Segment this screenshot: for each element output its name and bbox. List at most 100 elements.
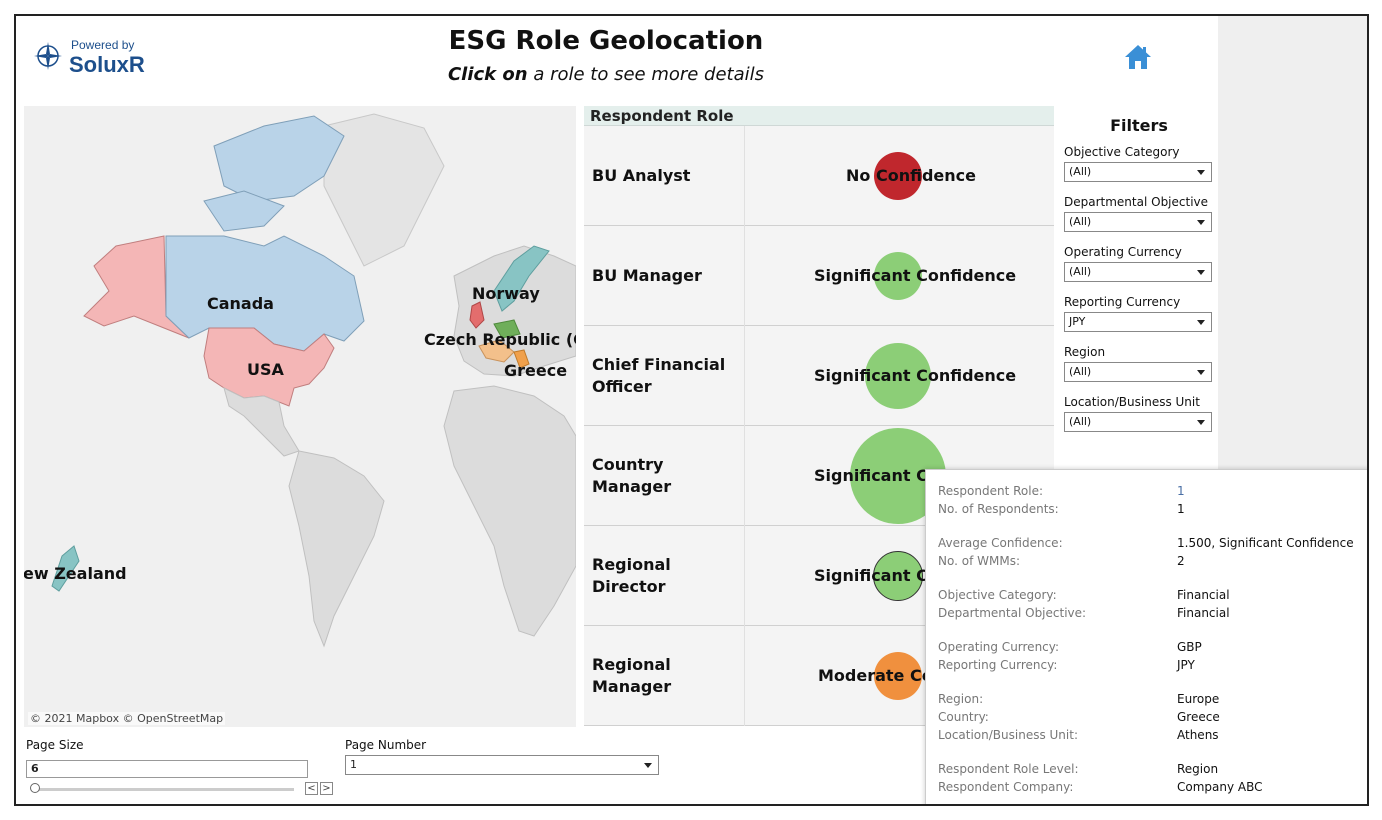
filter-label: Location/Business Unit: [1064, 395, 1200, 409]
home-icon[interactable]: [1123, 42, 1153, 72]
page-size-input[interactable]: 6: [26, 760, 308, 778]
filter-label: Departmental Objective: [1064, 195, 1209, 209]
confidence-bubble[interactable]: [865, 343, 931, 409]
page-size-slider-track[interactable]: [32, 788, 294, 791]
role-row[interactable]: Regional Manager Moderate Con: [584, 626, 1054, 726]
confidence-bubble[interactable]: [874, 652, 922, 700]
chevron-down-icon: [1197, 420, 1205, 425]
page-subtitle: Click on a role to see more details: [406, 64, 806, 85]
tooltip-key: Respondent Role Level:: [938, 762, 1079, 776]
page-number-dropdown[interactable]: 1: [345, 755, 659, 775]
world-map[interactable]: Canada USA Norway Czech Republic (Czec G…: [24, 106, 576, 727]
role-details-tooltip: Respondent Role: 1 No. of Respondents: 1 Ave…: [925, 469, 1367, 804]
chevron-down-icon: [1197, 370, 1205, 375]
confidence-bubble[interactable]: [874, 152, 922, 200]
tooltip-group: Respondent Role: 1 No. of Respondents: 1: [938, 484, 1358, 520]
role-row[interactable]: Chief Financial Officer Significant Confi…: [584, 326, 1054, 426]
column-divider: [744, 326, 745, 426]
europe-shape: [453, 245, 576, 377]
filter-label: Region: [1064, 345, 1106, 359]
usa-shape: [203, 327, 335, 407]
tooltip-key: Location/Business Unit:: [938, 728, 1078, 742]
map-canvas: [24, 106, 576, 727]
filter-value: (All): [1069, 265, 1092, 278]
arctic-islands-shape: [213, 115, 345, 202]
map-attribution[interactable]: © 2021 Mapbox © OpenStreetMap: [28, 712, 226, 725]
tooltip-group: Average Confidence: 1.500, Significant Co…: [938, 536, 1358, 572]
tooltip-body: Respondent Role: 1 No. of Respondents: 1 Ave…: [938, 484, 1358, 798]
filter-dropdown[interactable]: (All): [1064, 212, 1212, 232]
role-row[interactable]: BU Manager Significant Confidence: [584, 226, 1054, 326]
page-size-slider-thumb[interactable]: [30, 783, 40, 793]
confidence-bubble[interactable]: [873, 551, 923, 601]
confidence-label: Moderate Con: [818, 666, 945, 685]
tooltip-value[interactable]: 1: [1177, 484, 1185, 498]
tooltip-key: Respondent Company:: [938, 780, 1074, 794]
subtitle-rest: a role to see more details: [527, 64, 765, 85]
filter-dropdown[interactable]: (All): [1064, 262, 1212, 282]
map-label-norway[interactable]: Norway: [472, 284, 540, 303]
tooltip-group: Operating Currency: GBP Reporting Currency…: [938, 640, 1358, 676]
tooltip-row: Objective Category: Financial: [938, 588, 1358, 606]
tooltip-value: Financial: [1177, 606, 1230, 620]
chevron-down-icon: [1197, 170, 1205, 175]
tooltip-value: 1: [1177, 502, 1185, 516]
filter-value: (All): [1069, 215, 1092, 228]
tooltip-key: No. of WMMs:: [938, 554, 1020, 568]
role-name: Regional Director: [592, 555, 671, 596]
confidence-bubble[interactable]: [874, 252, 922, 300]
role-rows: BU Analyst No Confidence BU Manager Signifi…: [584, 126, 1054, 726]
tooltip-key: Region:: [938, 692, 984, 706]
map-label-usa[interactable]: USA: [247, 360, 284, 379]
tooltip-key: Respondent Role:: [938, 484, 1044, 498]
map-label-greece[interactable]: Greece: [504, 361, 568, 380]
canada-shape: [165, 235, 365, 352]
header: Powered by SoluxR ESG Role Geolocation C…: [16, 16, 1218, 102]
chevron-down-icon: [1197, 270, 1205, 275]
tooltip-key: Operating Currency:: [938, 640, 1060, 654]
role-name: BU Analyst: [592, 166, 691, 185]
soluxr-logo[interactable]: Powered by SoluxR: [33, 36, 163, 78]
map-label-czech-republic[interactable]: Czech Republic (Czec: [424, 330, 576, 349]
tooltip-group: Objective Category: Financial Departmental…: [938, 588, 1358, 624]
greenland-shape: [323, 113, 445, 267]
tooltip-value: Company ABC: [1177, 780, 1263, 794]
page-size-increment-button[interactable]: >: [320, 782, 333, 795]
filter-value: (All): [1069, 365, 1092, 378]
confidence-label: Significant Cor: [814, 466, 947, 485]
filter-dropdown[interactable]: JPY: [1064, 312, 1212, 332]
filter-dropdown[interactable]: (All): [1064, 162, 1212, 182]
filter-label: Operating Currency: [1064, 245, 1182, 259]
tooltip-value: 2: [1177, 554, 1185, 568]
africa-shape: [443, 385, 576, 637]
tooltip-row: Country: Greece: [938, 710, 1358, 728]
page-size-decrement-button[interactable]: <: [305, 782, 318, 795]
filter-dropdown[interactable]: (All): [1064, 362, 1212, 382]
tooltip-key: Objective Category:: [938, 588, 1057, 602]
role-row[interactable]: BU Analyst No Confidence: [584, 126, 1054, 226]
filters-title: Filters: [1110, 116, 1168, 135]
filter-dropdown[interactable]: (All): [1064, 412, 1212, 432]
map-label-canada[interactable]: Canada: [207, 294, 274, 313]
tooltip-key: Departmental Objective:: [938, 606, 1087, 620]
tooltip-value: Greece: [1177, 710, 1220, 724]
filter-label: Objective Category: [1064, 145, 1180, 159]
page-size-label: Page Size: [26, 738, 84, 752]
tooltip-row: Region: Europe: [938, 692, 1358, 710]
south-america-shape: [288, 450, 385, 648]
greece-region-shape: [478, 339, 515, 363]
filter-value: JPY: [1069, 315, 1086, 328]
subtitle-bold: Click on: [447, 64, 528, 85]
column-divider: [744, 626, 745, 726]
filter-label: Reporting Currency: [1064, 295, 1181, 309]
tooltip-key: Average Confidence:: [938, 536, 1063, 550]
confidence-label: No Confidence: [846, 166, 976, 185]
role-name: Regional Manager: [592, 655, 672, 696]
role-row[interactable]: Regional Director Significant Cor: [584, 526, 1054, 626]
tooltip-row: Respondent Role Level: Region: [938, 762, 1358, 780]
column-divider: [744, 526, 745, 626]
uk-shape: [469, 301, 485, 329]
respondent-role-panel: Respondent Role BU Analyst No Confidence B…: [584, 106, 1054, 726]
map-label-new-zealand[interactable]: ew Zealand: [24, 564, 127, 583]
norway-shape: [493, 245, 550, 312]
